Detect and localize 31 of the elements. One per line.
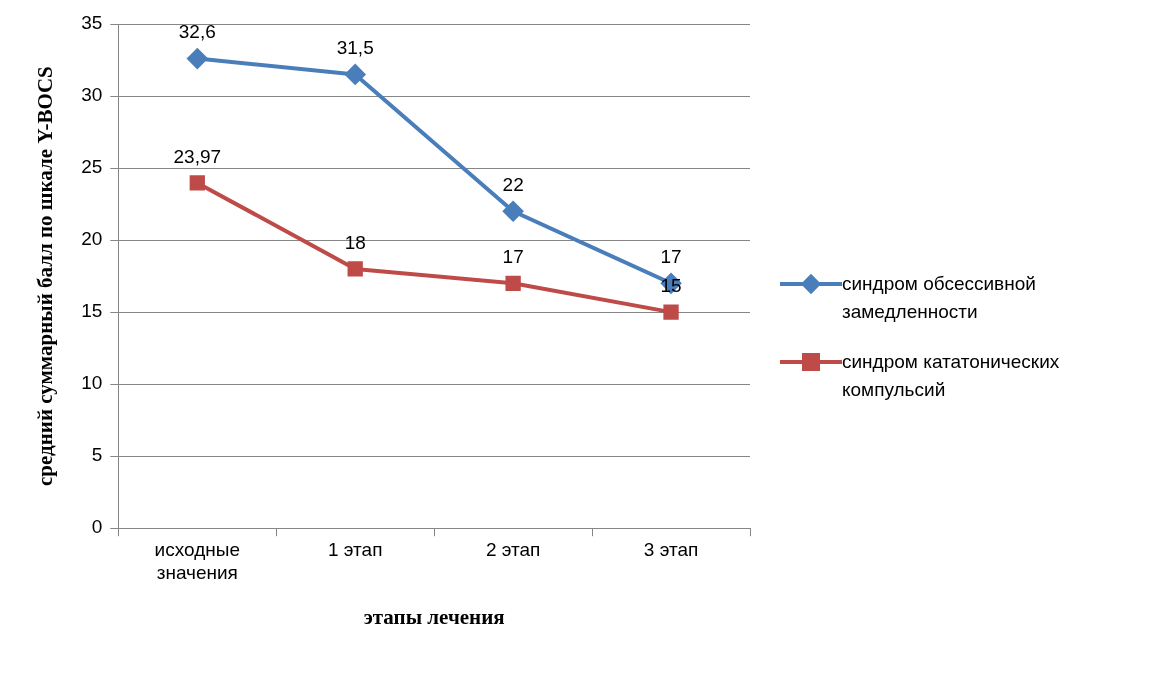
data-label: 22	[502, 174, 524, 196]
data-label: 23,97	[173, 145, 222, 167]
point	[189, 175, 205, 191]
y-tick-label: 35	[81, 12, 103, 34]
data-label: 15	[660, 274, 682, 296]
y-axis-title: средний суммарный балл по шкале Y-BOCS	[33, 66, 58, 486]
y-tick-label: 10	[81, 372, 103, 394]
legend-label: синдром обсессивной замедленности	[842, 272, 1037, 324]
point	[347, 261, 363, 277]
data-label: 17	[502, 246, 524, 268]
y-tick-label: 30	[81, 84, 103, 106]
x-axis-title: этапы лечения	[363, 604, 505, 629]
y-tick-label: 0	[91, 516, 103, 538]
x-tick-label: 3 этап	[643, 538, 699, 560]
x-tick-label: 2 этап	[485, 538, 541, 560]
data-label: 31,5	[336, 37, 374, 59]
point	[503, 201, 524, 222]
y-tick-label: 5	[91, 444, 103, 466]
point	[345, 64, 366, 85]
data-label: 18	[344, 231, 366, 253]
data-label: 17	[660, 246, 682, 268]
legend-label: синдром кататонических компульсий	[842, 350, 1061, 402]
y-tick-label: 20	[81, 228, 103, 250]
data-label: 32,6	[178, 21, 216, 43]
x-tick-label: 1 этап	[327, 538, 383, 560]
point	[505, 275, 521, 291]
point	[663, 304, 679, 320]
y-tick-label: 15	[81, 300, 103, 322]
x-tick-label: исходные значения	[154, 538, 240, 583]
y-tick-label: 25	[81, 156, 103, 178]
point	[187, 48, 208, 69]
